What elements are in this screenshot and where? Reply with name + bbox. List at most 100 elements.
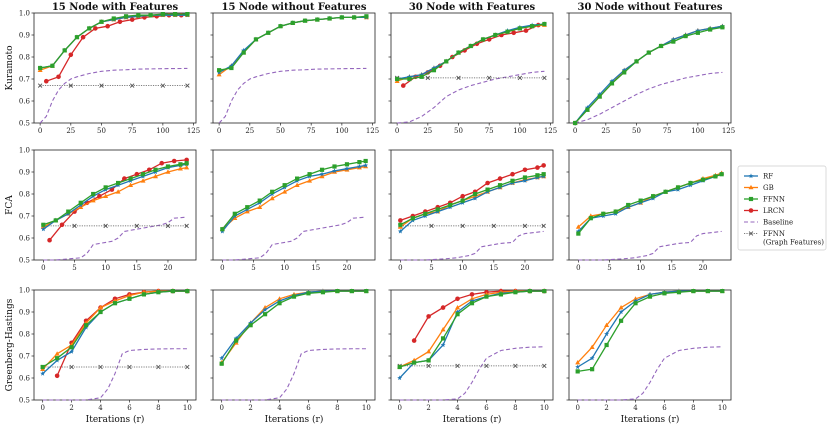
- axes-frame: [212, 149, 376, 261]
- x-tick-label: 5: [251, 264, 255, 272]
- data-point: [444, 59, 449, 64]
- x-tick-label: 5: [72, 264, 76, 272]
- legend-label-2: (Graph Features): [763, 239, 824, 247]
- x-tick-label: 8: [691, 404, 695, 412]
- legend-marker: [748, 184, 754, 190]
- series-baseline: [218, 67, 367, 124]
- series-line: [578, 230, 722, 261]
- data-point: [241, 47, 247, 53]
- data-point: [327, 16, 332, 21]
- data-point: [232, 215, 238, 220]
- data-point: [513, 290, 518, 295]
- x-tick-label: 10: [458, 264, 467, 272]
- data-point: [440, 342, 446, 348]
- data-point: [397, 228, 403, 234]
- series-line: [42, 163, 187, 230]
- data-point: [426, 314, 431, 319]
- data-point: [98, 305, 104, 310]
- data-point: [98, 309, 103, 315]
- data-point: [134, 223, 140, 229]
- x-tick-label: 8: [156, 404, 160, 412]
- data-point: [184, 165, 190, 170]
- data-point: [47, 237, 52, 243]
- data-point: [115, 189, 121, 194]
- x-tick-label: 25: [423, 127, 432, 135]
- data-point: [423, 211, 428, 216]
- legend-label: GB: [763, 184, 774, 192]
- legend-label: FFNN: [763, 230, 785, 238]
- y-tick-label: 1.0: [19, 9, 30, 17]
- data-point: [576, 231, 581, 236]
- x-tick-label: 2: [248, 404, 252, 412]
- data-point: [357, 160, 362, 165]
- x-tick-label: 50: [276, 127, 285, 135]
- data-point: [363, 158, 368, 164]
- x-tick-label: 0: [38, 127, 42, 135]
- series-baseline: [42, 348, 188, 401]
- series-gb: [219, 288, 369, 365]
- data-point: [126, 292, 132, 298]
- data-point: [456, 75, 461, 81]
- series-rf: [572, 23, 725, 126]
- data-point: [398, 222, 403, 227]
- data-point: [455, 296, 460, 302]
- data-point: [160, 12, 165, 17]
- y-tick-label: 0.7: [19, 75, 30, 83]
- x-tick-label: 0: [575, 404, 579, 412]
- series-line: [574, 71, 723, 124]
- data-point: [497, 183, 503, 188]
- series-ffnn_graph: [37, 83, 190, 88]
- x-tick-label: 100: [335, 127, 348, 135]
- data-point: [307, 178, 313, 183]
- x-tick-label: 6: [484, 404, 489, 412]
- data-point: [40, 226, 46, 232]
- data-point: [55, 356, 60, 361]
- series-line: [577, 290, 723, 368]
- data-point: [68, 52, 74, 58]
- y-tick-label: 0.5: [19, 256, 30, 264]
- data-point: [315, 17, 320, 22]
- data-point: [597, 94, 602, 99]
- data-point: [140, 172, 146, 177]
- data-point: [485, 180, 490, 186]
- data-point: [269, 195, 275, 201]
- data-point: [597, 91, 603, 97]
- series-line: [400, 164, 544, 222]
- x-tick-label: 10: [540, 404, 549, 412]
- x-tick-label: 20: [699, 264, 708, 272]
- data-point: [319, 173, 325, 179]
- data-point: [425, 75, 431, 81]
- data-point: [69, 364, 74, 370]
- data-point: [37, 83, 43, 88]
- data-point: [395, 76, 400, 82]
- data-point: [339, 15, 344, 20]
- x-tick-label: 2: [69, 404, 73, 412]
- axes-frame: [33, 12, 197, 124]
- series-line: [397, 23, 545, 80]
- data-point: [663, 189, 668, 194]
- legend-label: LRCN: [763, 207, 784, 215]
- series-line: [221, 164, 366, 232]
- data-point: [633, 298, 639, 304]
- x-tick-label: 125: [722, 127, 735, 135]
- y-tick-label: 0.6: [19, 97, 31, 105]
- data-point: [185, 364, 190, 370]
- x-tick-label: 8: [335, 404, 339, 412]
- axes-frame: [390, 12, 554, 124]
- data-point: [69, 345, 74, 350]
- data-point: [604, 331, 610, 337]
- data-point: [335, 289, 340, 294]
- data-point: [683, 34, 688, 39]
- y-tick-label: 0.9: [19, 168, 30, 176]
- data-point: [128, 182, 134, 187]
- data-point: [618, 305, 624, 310]
- x-tick-label: 100: [513, 127, 526, 135]
- data-point: [248, 323, 253, 328]
- series-ffnn: [41, 161, 189, 227]
- data-point: [332, 168, 337, 173]
- axes-frame: [390, 289, 554, 401]
- x-tick-label: 75: [128, 127, 137, 135]
- data-point: [517, 26, 522, 31]
- data-point: [99, 83, 104, 88]
- column-title: 30 Node with Features: [409, 2, 536, 13]
